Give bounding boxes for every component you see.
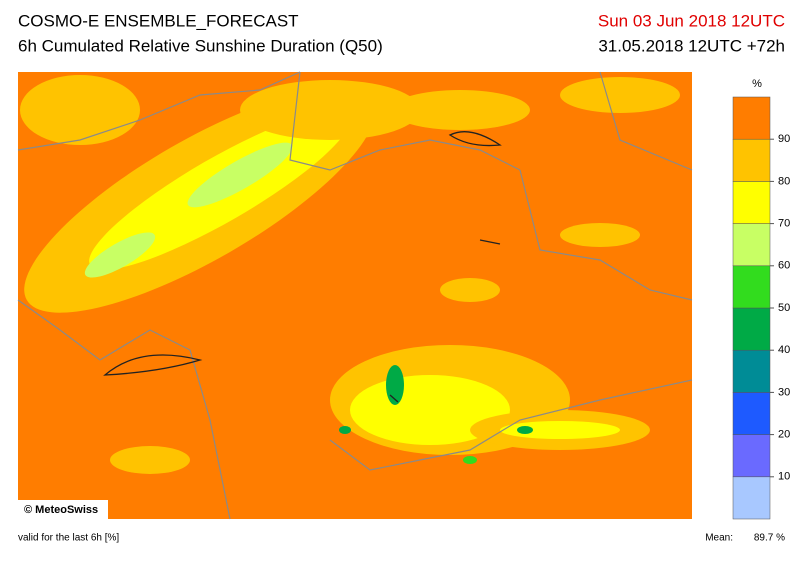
title: COSMO-E ENSEMBLE_FORECAST bbox=[18, 11, 299, 30]
colorbar-tick-label: 90 bbox=[778, 133, 790, 145]
colorbar-tick-label: 40 bbox=[778, 344, 790, 356]
credit: © MeteoSwiss bbox=[24, 504, 98, 516]
colorbar-bin bbox=[732, 265, 771, 309]
colorbar-bin bbox=[732, 223, 771, 267]
colorbar-bin bbox=[732, 181, 771, 224]
colorbar-tick-label: 80 bbox=[778, 175, 790, 187]
field-pattern bbox=[20, 75, 680, 474]
colorbar-bin bbox=[732, 96, 771, 140]
map: © MeteoSwiss bbox=[17, 71, 693, 520]
credit-box bbox=[18, 500, 108, 519]
colorbar: % 10 20 30 40 50 60 70 80 90 bbox=[732, 78, 790, 520]
colorbar-tick-label: 20 bbox=[778, 429, 790, 441]
colorbar-bin bbox=[732, 476, 771, 520]
mean-label: Mean: bbox=[705, 533, 733, 544]
colorbar-bin bbox=[732, 349, 771, 393]
run-time: 31.05.2018 12UTC +72h bbox=[598, 36, 785, 55]
colorbar-tick-label: 70 bbox=[778, 218, 790, 230]
colorbar-unit: % bbox=[752, 78, 762, 90]
footer-note: valid for the last 6h [%] bbox=[18, 533, 119, 544]
colorbar-bin bbox=[732, 307, 771, 351]
colorbar-bin bbox=[732, 434, 771, 478]
subtitle: 6h Cumulated Relative Sunshine Duration … bbox=[18, 36, 383, 55]
mean-value: 89.7 % bbox=[754, 533, 785, 544]
colorbar-tick-label: 10 bbox=[778, 471, 790, 483]
colorbar-bin bbox=[732, 138, 771, 182]
colorbar-tick-label: 50 bbox=[778, 302, 790, 314]
colorbar-bin bbox=[732, 392, 771, 435]
colorbar-tick-label: 60 bbox=[778, 260, 790, 272]
colorbar-tick-label: 30 bbox=[778, 386, 790, 398]
valid-time: Sun 03 Jun 2018 12UTC bbox=[598, 11, 785, 30]
